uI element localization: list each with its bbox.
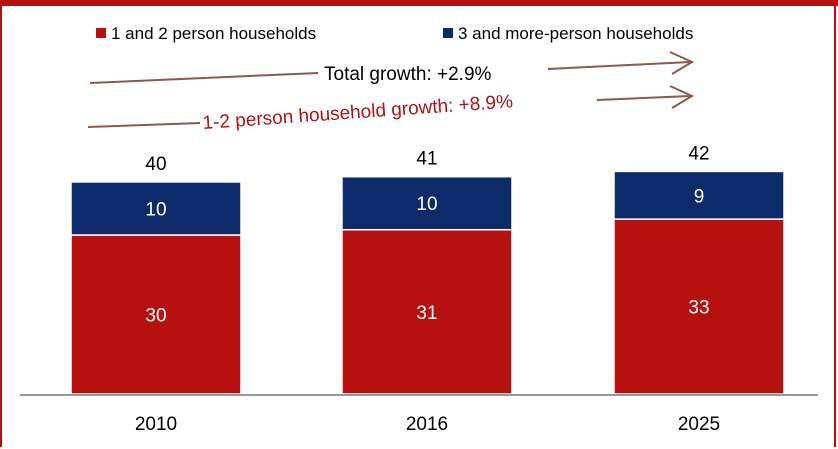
- data-label-2025-series-0: 33: [688, 298, 709, 319]
- total-growth-label: Total growth: +2.9%: [324, 64, 492, 85]
- data-label-2025-series-1: 9: [694, 186, 705, 207]
- bars: 30 10 40 31 10 41 33 9 42: [70, 143, 785, 395]
- x-tick-2025: 2025: [678, 414, 720, 435]
- total-label-2016: 41: [416, 149, 437, 170]
- bar-segment-2025-series-1: [613, 170, 785, 220]
- small-growth-line-left: [87, 122, 201, 128]
- total-label-2010: 40: [145, 154, 166, 175]
- x-tick-2010: 2010: [135, 414, 177, 435]
- legend-label-3-more-person: 3 and more-person households: [458, 24, 693, 43]
- total-growth-annotation: Total growth: +2.9%: [89, 51, 695, 85]
- data-label-2010-series-0: 30: [145, 306, 166, 327]
- legend-swatch-1-2-person: [96, 28, 106, 38]
- small-growth-label: 1-2 person household growth: +8.9%: [202, 91, 514, 134]
- bar-segment-2016-series-0: [341, 228, 513, 395]
- total-growth-line-left: [89, 72, 319, 84]
- bar-segment-2010-series-0: [70, 234, 242, 395]
- data-label-2016-series-1: 10: [416, 194, 437, 215]
- x-axis-ticks: 2010 2016 2025: [135, 414, 720, 435]
- header-bar: [0, 0, 838, 6]
- total-growth-arrowhead: [669, 51, 695, 75]
- legend-swatch-3-more-person: [443, 28, 453, 38]
- total-growth-line-right: [547, 61, 691, 70]
- small-household-growth-annotation: 1-2 person household growth: +8.9%: [87, 85, 695, 134]
- bar-segment-2016-series-1: [341, 175, 513, 231]
- legend: 1 and 2 person households 3 and more-per…: [96, 24, 693, 43]
- small-growth-line-right: [596, 95, 691, 101]
- total-label-2025: 42: [688, 143, 709, 164]
- small-growth-arrowhead: [669, 85, 695, 109]
- x-tick-2016: 2016: [406, 414, 448, 435]
- data-label-2010-series-1: 10: [145, 200, 166, 221]
- legend-label-1-2-person: 1 and 2 person households: [111, 24, 316, 43]
- data-label-2016-series-0: 31: [416, 303, 437, 324]
- bar-segment-2010-series-1: [70, 181, 242, 236]
